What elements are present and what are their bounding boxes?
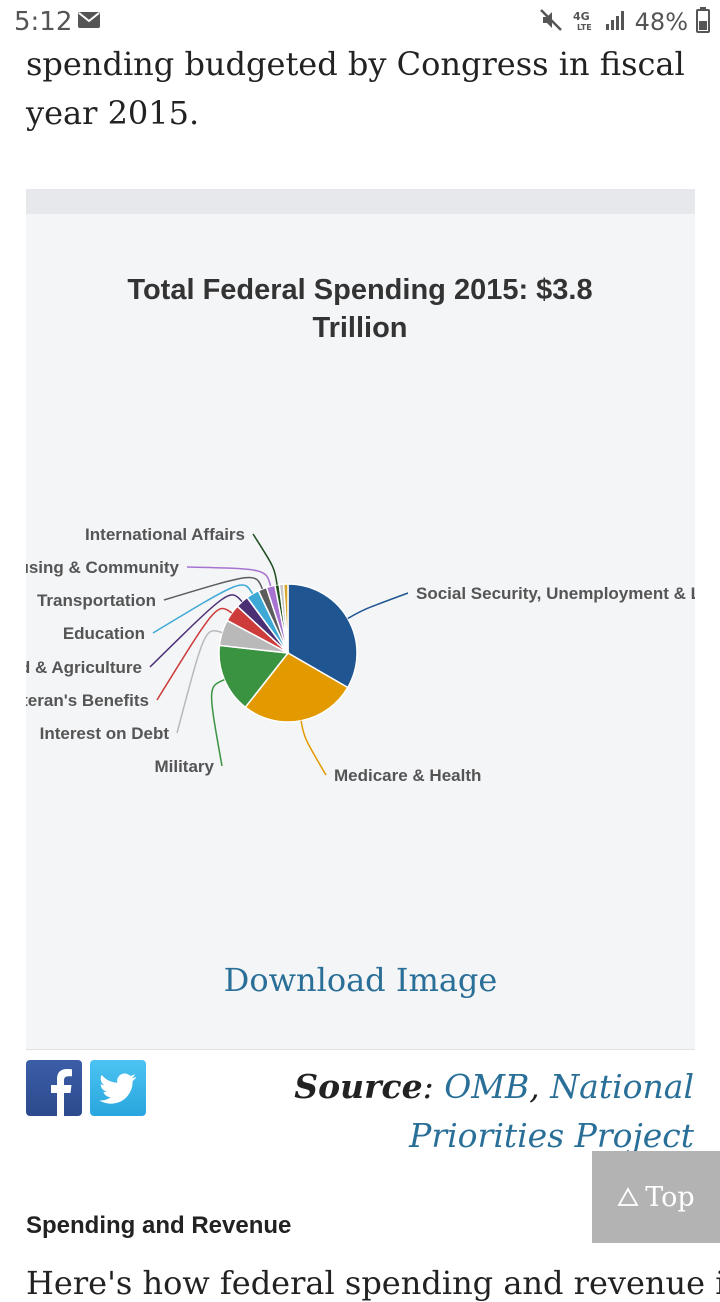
svg-text:4G: 4G bbox=[573, 10, 590, 23]
twitter-icon bbox=[99, 1073, 137, 1104]
pie-connector bbox=[347, 592, 409, 620]
svg-text:LTE: LTE bbox=[577, 23, 592, 32]
pie-slices bbox=[218, 583, 358, 723]
pie-slice-label: International Affairs bbox=[85, 525, 245, 544]
network-4g-lte-icon: 4G LTE bbox=[571, 8, 597, 36]
back-to-top-button[interactable]: Top bbox=[592, 1151, 720, 1243]
pie-slice-label: Transportation bbox=[37, 591, 156, 610]
chart-title: Total Federal Spending 2015: $3.8 Trilli… bbox=[127, 274, 593, 344]
pie-slice-label: Education bbox=[63, 624, 145, 643]
section-heading: Spending and Revenue bbox=[26, 1212, 292, 1239]
top-label: Top bbox=[645, 1181, 695, 1213]
pie-slice-label: Interest on Debt bbox=[40, 724, 170, 743]
pie-slice-label: Medicare & Health bbox=[334, 766, 481, 785]
pie-connector bbox=[156, 607, 233, 701]
next-paragraph: Here's how federal spending and revenue … bbox=[26, 1264, 720, 1302]
source-separator: : bbox=[422, 1067, 445, 1106]
national-priorities-project-link[interactable]: National Priorities Project bbox=[409, 1067, 694, 1155]
source-comma: , bbox=[529, 1067, 551, 1106]
pie-slice[interactable] bbox=[282, 583, 289, 654]
source-attribution: Source: OMB, National Priorities Project bbox=[274, 1062, 694, 1160]
intro-paragraph: spending budgeted by Congress in fiscal … bbox=[26, 45, 685, 132]
pie-slice-label: Veteran's Benefits bbox=[26, 691, 149, 710]
facebook-share-button[interactable] bbox=[26, 1060, 82, 1116]
facebook-icon bbox=[51, 1069, 72, 1116]
battery-icon bbox=[696, 7, 710, 37]
download-image-link[interactable]: Download Image bbox=[223, 961, 498, 999]
pie-connector bbox=[210, 678, 225, 767]
chart-toolbar bbox=[26, 189, 695, 214]
pie-slice-label: Food & Agriculture bbox=[26, 658, 142, 677]
pie-slice[interactable] bbox=[218, 644, 290, 709]
pie-connector bbox=[152, 584, 254, 634]
status-time: 5:12 bbox=[14, 7, 73, 37]
status-icons: 4G LTE 48% bbox=[539, 7, 710, 37]
signal-icon bbox=[605, 9, 627, 35]
pie-slice-label: Housing & Community bbox=[26, 558, 180, 577]
pie-connector bbox=[186, 566, 272, 587]
pie-slice-label: Military bbox=[154, 757, 214, 776]
omb-link[interactable]: OMB bbox=[444, 1067, 530, 1106]
status-bar: 5:12 4G LTE 48% bbox=[0, 0, 720, 44]
source-label: Source bbox=[294, 1067, 423, 1106]
pie-connector bbox=[176, 630, 223, 734]
chart-panel: Total Federal Spending 2015: $3.8 Trilli… bbox=[26, 189, 695, 1050]
battery-percent: 48% bbox=[634, 8, 688, 36]
pie-connector bbox=[252, 533, 278, 585]
pie-connector bbox=[149, 594, 243, 668]
mute-icon bbox=[539, 8, 563, 36]
pie-connector bbox=[163, 576, 264, 601]
twitter-share-button[interactable] bbox=[90, 1060, 146, 1116]
pie-slice-label: Social Security, Unemployment & Labor bbox=[416, 584, 695, 603]
pie-connector bbox=[300, 720, 327, 776]
pie-chart: Social Security, Unemployment & Labor Med… bbox=[26, 525, 695, 785]
triangle-up-icon bbox=[617, 1187, 639, 1206]
mail-icon bbox=[78, 12, 100, 28]
pie-slice[interactable] bbox=[287, 583, 358, 689]
